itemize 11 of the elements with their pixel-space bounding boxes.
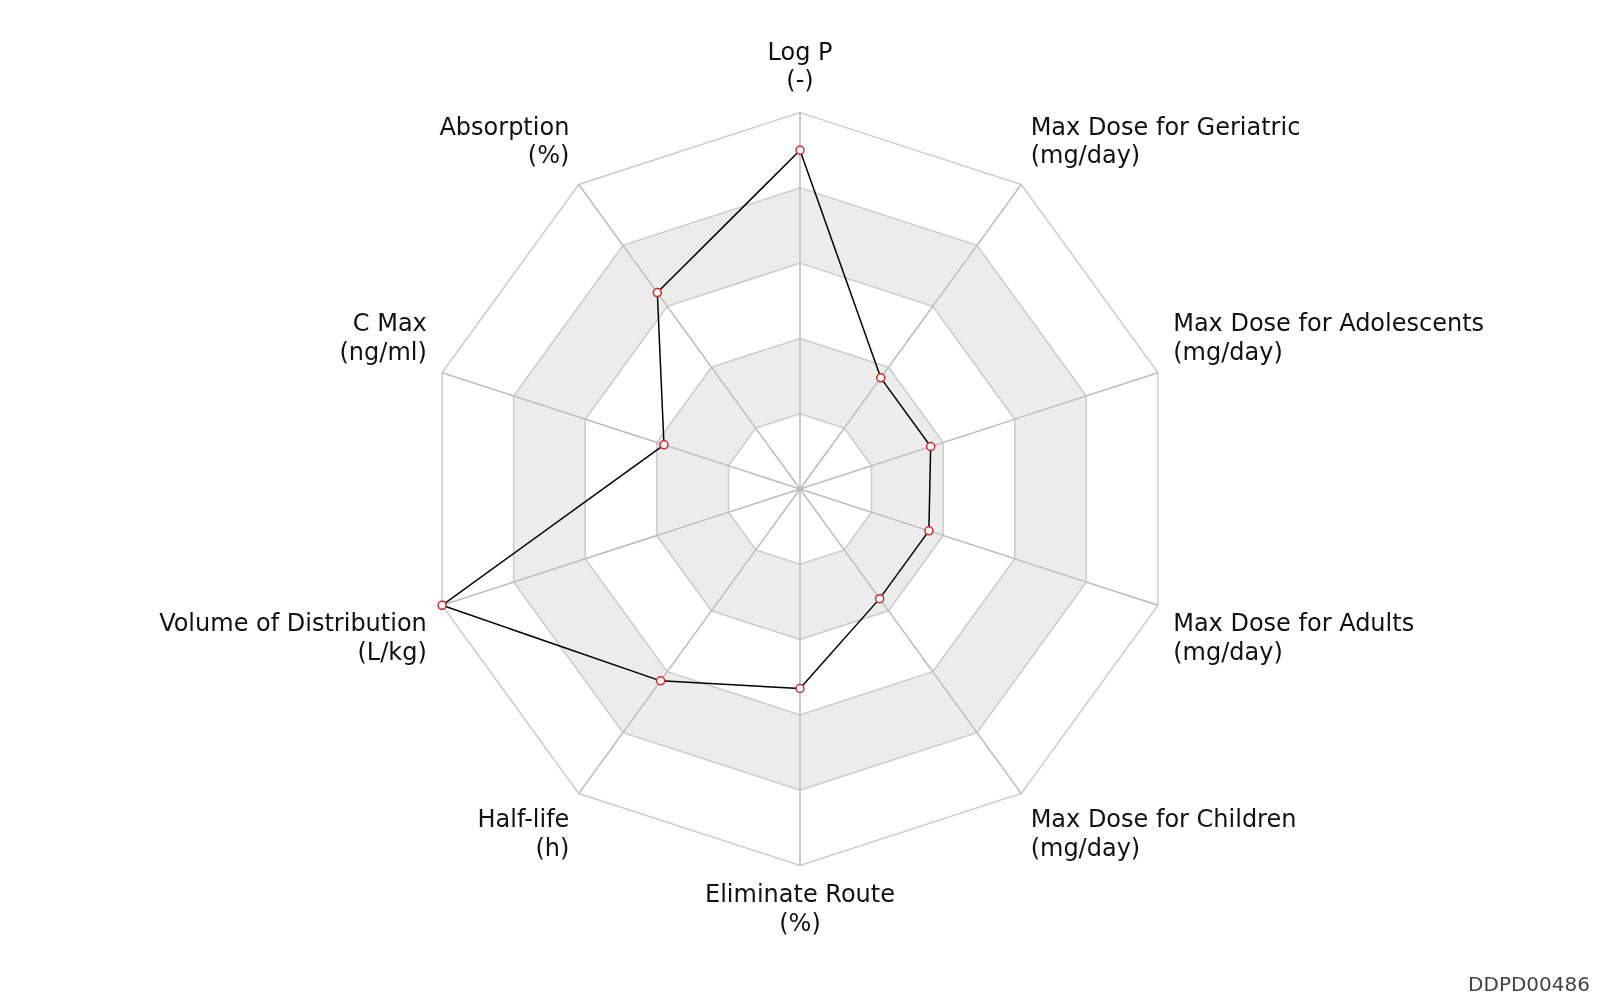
spoke-label: Volume of Distribution (L/kg) xyxy=(159,608,427,666)
spoke-label: Max Dose for Children (mg/day) xyxy=(1030,805,1297,862)
spoke-label: Half-life (h) xyxy=(477,805,570,862)
spoke-label: Absorption (%) xyxy=(439,112,570,170)
spoke-label: Max Dose for Adults (mg/day) xyxy=(1173,608,1415,666)
spoke-label: C Max (ng/ml) xyxy=(339,308,427,366)
spoke-label: Eliminate Route (%) xyxy=(705,880,895,937)
spoke-label: Log P (-) xyxy=(767,37,833,95)
spoke-label: Max Dose for Adolescents (mg/day) xyxy=(1173,308,1485,366)
spoke-label: Max Dose for Geriatric (mg/day) xyxy=(1030,112,1301,170)
text: DDPD00486 xyxy=(1468,972,1590,996)
